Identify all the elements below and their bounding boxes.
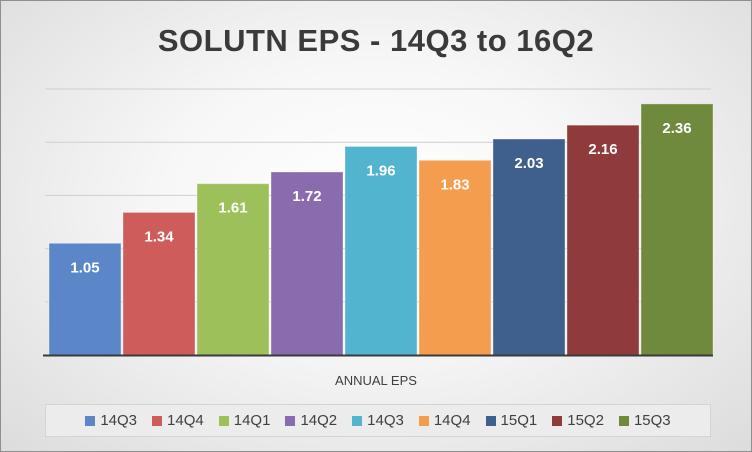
legend-item: 14Q3 [85,412,137,429]
legend-swatch [485,415,496,426]
bar-14q4-5 [418,159,492,356]
legend-item: 14Q4 [418,412,471,429]
legend-label: 14Q3 [100,412,138,429]
legend-item: 14Q4 [152,412,204,429]
data-label: 1.05 [70,259,99,276]
x-axis-label: ANNUAL EPS [335,373,417,388]
data-label: 1.61 [218,200,247,217]
chart-title: SOLUTN EPS - 14Q3 to 16Q2 [157,23,595,58]
legend-item: 14Q1 [218,412,271,429]
data-label: 1.96 [366,162,395,179]
legend-swatch [285,415,296,426]
legend-label: 14Q3 [367,412,404,429]
bar-15q3-8 [640,103,714,356]
legend-swatch [552,415,563,426]
data-label: 2.16 [588,141,617,158]
legend-item: 14Q2 [285,412,337,429]
data-label: 2.03 [514,155,543,172]
bar-14q3-0 [48,242,122,356]
legend-label: 15Q1 [500,412,538,429]
legend-item: 15Q1 [485,412,538,429]
legend-label: 14Q1 [233,412,271,429]
data-label: 1.34 [144,228,174,245]
legend-label: 14Q4 [433,412,471,429]
legend-item: 15Q3 [618,412,671,429]
legend-swatch [352,415,363,426]
data-label: 2.36 [662,120,691,137]
plot-area: 1.05 1.34 1.61 1.72 1.96 1.83 2.03 2.16 2.36 [43,88,714,357]
legend-label: 14Q2 [300,412,338,429]
bar-15q1-6 [492,138,566,356]
legend-swatch [418,415,429,426]
legend-swatch [218,415,229,426]
bar-14q4-1 [122,211,196,356]
legend-item: 14Q3 [352,412,404,429]
legend-swatch [618,415,629,426]
legend-label: 15Q3 [633,412,671,429]
data-label: 1.83 [440,176,469,193]
legend-item: 15Q2 [552,412,604,429]
legend-swatch [152,415,163,426]
legend: 14Q3 14Q4 14Q1 14Q2 14Q3 14Q4 15Q1 15Q2 15Q3 [45,404,711,437]
legend-swatch [85,415,96,426]
data-label: 1.72 [292,188,321,205]
bar-14q3-4 [344,145,418,356]
bar-15q2-7 [566,124,640,356]
legend-label: 15Q2 [567,412,604,429]
legend-label: 14Q4 [167,412,204,429]
bar-14q1-2 [196,183,270,356]
bar-14q2-3 [270,171,344,356]
